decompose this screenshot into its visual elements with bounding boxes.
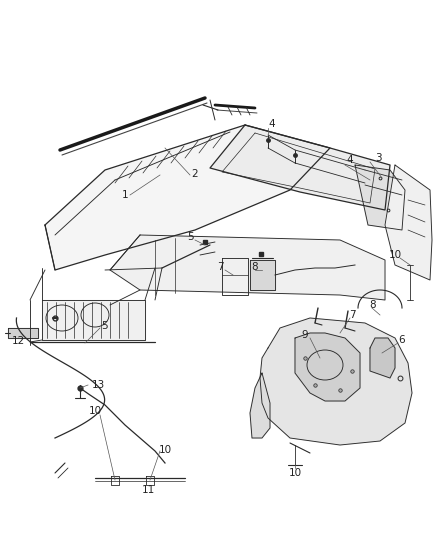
Text: 4: 4 [347,155,353,165]
Text: 2: 2 [192,169,198,179]
Polygon shape [250,260,275,290]
Text: 7: 7 [217,262,223,272]
Text: 12: 12 [11,336,25,346]
Text: 11: 11 [141,485,155,495]
Text: 4: 4 [268,119,276,129]
Polygon shape [42,300,145,340]
Polygon shape [210,125,390,210]
Polygon shape [370,338,395,378]
Text: 8: 8 [370,300,376,310]
Polygon shape [385,165,432,280]
Text: 5: 5 [187,232,193,242]
Text: 1: 1 [122,190,128,200]
Text: 5: 5 [102,321,108,331]
Polygon shape [45,125,330,270]
Polygon shape [260,318,412,445]
Text: 10: 10 [289,468,301,478]
Polygon shape [8,328,38,338]
Text: 3: 3 [374,153,381,163]
Text: 10: 10 [389,250,402,260]
Text: 8: 8 [252,262,258,272]
Text: 7: 7 [349,310,355,320]
Polygon shape [110,235,385,300]
Polygon shape [295,333,360,401]
Text: 10: 10 [159,445,172,455]
Polygon shape [355,165,405,230]
Polygon shape [250,373,270,438]
Text: 9: 9 [302,330,308,340]
Text: 10: 10 [88,406,102,416]
Text: 6: 6 [399,335,405,345]
Text: 13: 13 [92,380,105,390]
